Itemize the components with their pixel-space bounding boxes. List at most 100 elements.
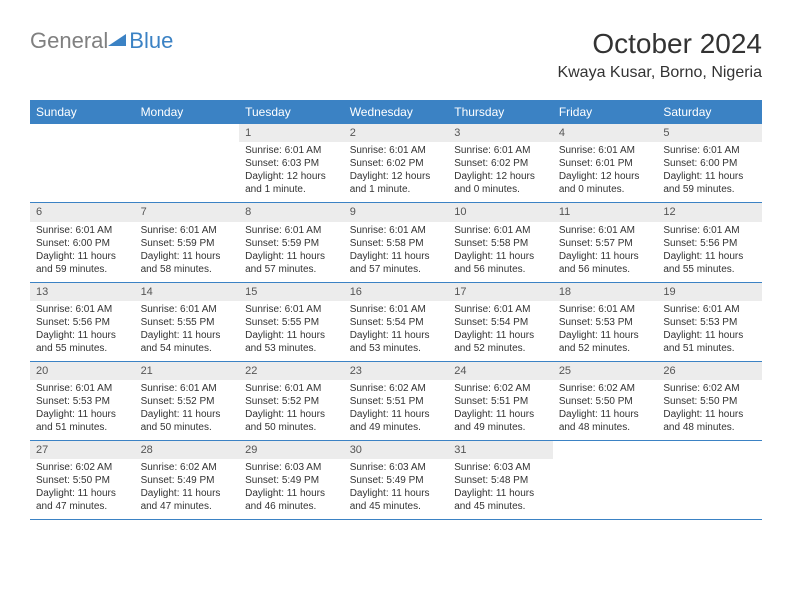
day-content: Sunrise: 6:01 AMSunset: 5:53 PMDaylight:… [553, 301, 658, 361]
day-cell: 27Sunrise: 6:02 AMSunset: 5:50 PMDayligh… [30, 441, 135, 520]
day-content: Sunrise: 6:01 AMSunset: 6:02 PMDaylight:… [448, 142, 553, 202]
sunset-text: Sunset: 5:53 PM [36, 395, 129, 408]
day-number: 13 [30, 283, 135, 301]
day-number: 3 [448, 124, 553, 142]
sunset-text: Sunset: 6:02 PM [350, 157, 443, 170]
day-cell: 26Sunrise: 6:02 AMSunset: 5:50 PMDayligh… [657, 361, 762, 440]
sunset-text: Sunset: 5:49 PM [245, 474, 338, 487]
daylight-text: Daylight: 11 hours and 57 minutes. [245, 250, 338, 276]
sunrise-text: Sunrise: 6:01 AM [663, 224, 756, 237]
day-header: Wednesday [344, 100, 449, 124]
daylight-text: Daylight: 12 hours and 1 minute. [245, 170, 338, 196]
sunrise-text: Sunrise: 6:03 AM [245, 461, 338, 474]
day-number: 25 [553, 362, 658, 380]
day-cell: 29Sunrise: 6:03 AMSunset: 5:49 PMDayligh… [239, 441, 344, 520]
daylight-text: Daylight: 11 hours and 55 minutes. [663, 250, 756, 276]
calendar-table: SundayMondayTuesdayWednesdayThursdayFrid… [30, 100, 762, 520]
day-header-row: SundayMondayTuesdayWednesdayThursdayFrid… [30, 100, 762, 124]
day-content: Sunrise: 6:01 AMSunset: 5:59 PMDaylight:… [239, 222, 344, 282]
day-content: Sunrise: 6:01 AMSunset: 5:55 PMDaylight:… [239, 301, 344, 361]
day-number: 9 [344, 203, 449, 221]
sunrise-text: Sunrise: 6:01 AM [454, 224, 547, 237]
day-content: Sunrise: 6:03 AMSunset: 5:49 PMDaylight:… [344, 459, 449, 519]
day-content: Sunrise: 6:01 AMSunset: 5:53 PMDaylight:… [657, 301, 762, 361]
day-number: 8 [239, 203, 344, 221]
sunset-text: Sunset: 5:49 PM [350, 474, 443, 487]
sunset-text: Sunset: 5:53 PM [663, 316, 756, 329]
sunset-text: Sunset: 5:48 PM [454, 474, 547, 487]
sunrise-text: Sunrise: 6:01 AM [36, 224, 129, 237]
daylight-text: Daylight: 11 hours and 52 minutes. [559, 329, 652, 355]
sunrise-text: Sunrise: 6:01 AM [141, 382, 234, 395]
day-number: 11 [553, 203, 658, 221]
day-cell: 9Sunrise: 6:01 AMSunset: 5:58 PMDaylight… [344, 203, 449, 282]
sunset-text: Sunset: 5:59 PM [141, 237, 234, 250]
day-content: Sunrise: 6:01 AMSunset: 5:56 PMDaylight:… [30, 301, 135, 361]
sunrise-text: Sunrise: 6:01 AM [663, 144, 756, 157]
sunrise-text: Sunrise: 6:01 AM [663, 303, 756, 316]
day-content: Sunrise: 6:01 AMSunset: 5:58 PMDaylight:… [344, 222, 449, 282]
sunrise-text: Sunrise: 6:01 AM [559, 144, 652, 157]
sunset-text: Sunset: 5:58 PM [350, 237, 443, 250]
day-cell: 16Sunrise: 6:01 AMSunset: 5:54 PMDayligh… [344, 282, 449, 361]
day-number: 31 [448, 441, 553, 459]
sunset-text: Sunset: 6:03 PM [245, 157, 338, 170]
day-cell [553, 441, 658, 520]
daylight-text: Daylight: 11 hours and 58 minutes. [141, 250, 234, 276]
day-content: Sunrise: 6:01 AMSunset: 5:56 PMDaylight:… [657, 222, 762, 282]
day-cell: 4Sunrise: 6:01 AMSunset: 6:01 PMDaylight… [553, 124, 658, 203]
day-cell: 3Sunrise: 6:01 AMSunset: 6:02 PMDaylight… [448, 124, 553, 203]
day-cell: 14Sunrise: 6:01 AMSunset: 5:55 PMDayligh… [135, 282, 240, 361]
day-content: Sunrise: 6:01 AMSunset: 6:03 PMDaylight:… [239, 142, 344, 202]
day-content: Sunrise: 6:01 AMSunset: 5:55 PMDaylight:… [135, 301, 240, 361]
daylight-text: Daylight: 12 hours and 0 minutes. [454, 170, 547, 196]
day-cell: 20Sunrise: 6:01 AMSunset: 5:53 PMDayligh… [30, 361, 135, 440]
day-content: Sunrise: 6:01 AMSunset: 6:02 PMDaylight:… [344, 142, 449, 202]
day-cell: 8Sunrise: 6:01 AMSunset: 5:59 PMDaylight… [239, 203, 344, 282]
day-content: Sunrise: 6:01 AMSunset: 5:52 PMDaylight:… [239, 380, 344, 440]
day-number: 17 [448, 283, 553, 301]
sunrise-text: Sunrise: 6:03 AM [454, 461, 547, 474]
logo: General Blue [30, 28, 173, 54]
daylight-text: Daylight: 11 hours and 59 minutes. [663, 170, 756, 196]
day-header: Sunday [30, 100, 135, 124]
week-row: 27Sunrise: 6:02 AMSunset: 5:50 PMDayligh… [30, 441, 762, 520]
day-number: 23 [344, 362, 449, 380]
day-content: Sunrise: 6:01 AMSunset: 5:52 PMDaylight:… [135, 380, 240, 440]
sunset-text: Sunset: 5:49 PM [141, 474, 234, 487]
sunset-text: Sunset: 5:50 PM [663, 395, 756, 408]
day-cell: 30Sunrise: 6:03 AMSunset: 5:49 PMDayligh… [344, 441, 449, 520]
day-content: Sunrise: 6:01 AMSunset: 5:58 PMDaylight:… [448, 222, 553, 282]
daylight-text: Daylight: 11 hours and 53 minutes. [350, 329, 443, 355]
sunset-text: Sunset: 5:56 PM [663, 237, 756, 250]
day-content: Sunrise: 6:03 AMSunset: 5:49 PMDaylight:… [239, 459, 344, 519]
sunset-text: Sunset: 6:01 PM [559, 157, 652, 170]
sunrise-text: Sunrise: 6:01 AM [559, 224, 652, 237]
sunset-text: Sunset: 5:56 PM [36, 316, 129, 329]
day-cell: 21Sunrise: 6:01 AMSunset: 5:52 PMDayligh… [135, 361, 240, 440]
day-cell: 7Sunrise: 6:01 AMSunset: 5:59 PMDaylight… [135, 203, 240, 282]
day-number: 28 [135, 441, 240, 459]
logo-text-gray: General [30, 28, 108, 54]
day-header: Tuesday [239, 100, 344, 124]
sunrise-text: Sunrise: 6:01 AM [36, 382, 129, 395]
day-header: Monday [135, 100, 240, 124]
day-cell: 2Sunrise: 6:01 AMSunset: 6:02 PMDaylight… [344, 124, 449, 203]
daylight-text: Daylight: 11 hours and 49 minutes. [454, 408, 547, 434]
sunset-text: Sunset: 6:00 PM [663, 157, 756, 170]
day-number: 14 [135, 283, 240, 301]
day-content: Sunrise: 6:01 AMSunset: 5:53 PMDaylight:… [30, 380, 135, 440]
daylight-text: Daylight: 11 hours and 55 minutes. [36, 329, 129, 355]
day-number: 6 [30, 203, 135, 221]
daylight-text: Daylight: 11 hours and 56 minutes. [559, 250, 652, 276]
day-number: 18 [553, 283, 658, 301]
day-cell: 13Sunrise: 6:01 AMSunset: 5:56 PMDayligh… [30, 282, 135, 361]
day-cell: 11Sunrise: 6:01 AMSunset: 5:57 PMDayligh… [553, 203, 658, 282]
sunrise-text: Sunrise: 6:01 AM [350, 144, 443, 157]
day-number: 1 [239, 124, 344, 142]
day-cell: 31Sunrise: 6:03 AMSunset: 5:48 PMDayligh… [448, 441, 553, 520]
sunrise-text: Sunrise: 6:01 AM [245, 144, 338, 157]
daylight-text: Daylight: 11 hours and 50 minutes. [141, 408, 234, 434]
day-cell: 25Sunrise: 6:02 AMSunset: 5:50 PMDayligh… [553, 361, 658, 440]
day-cell: 10Sunrise: 6:01 AMSunset: 5:58 PMDayligh… [448, 203, 553, 282]
